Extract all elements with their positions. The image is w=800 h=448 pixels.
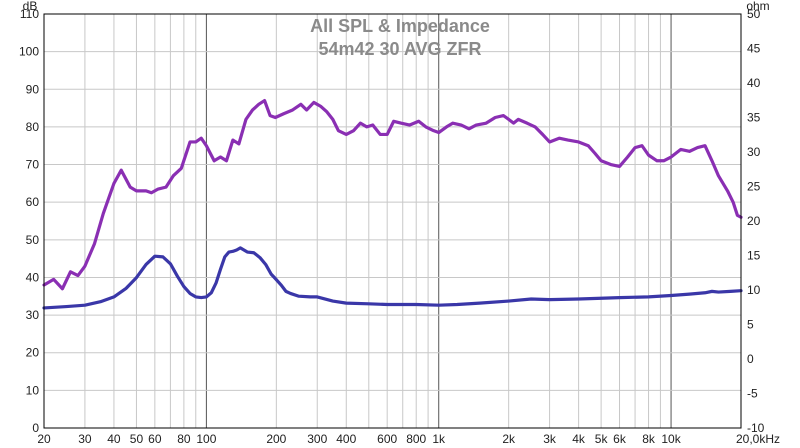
right-tick-label: 50 [747,7,761,21]
left-tick-label: 90 [26,82,40,96]
right-tick-label: 0 [747,352,754,366]
x-tick-label: 400 [336,432,356,446]
x-tick-label: 2k [502,432,516,446]
left-tick-label: 100 [19,45,39,59]
plot-frame [43,13,742,429]
right-axis-unit: ohm [746,0,769,13]
right-tick-label: 5 [747,318,754,332]
left-tick-label: 60 [26,195,40,209]
right-tick-label: -10 [747,421,765,435]
x-tick-label: 20 [37,432,51,446]
x-tick-label: 800 [406,432,426,446]
x-tick-label: 3k [543,432,557,446]
x-tick-label: 40 [107,432,121,446]
right-tick-label: 15 [747,249,761,263]
x-tick-label: 5k [595,432,609,446]
left-tick-label: 0 [32,421,39,435]
left-axis-unit: dB [23,0,38,13]
right-tick-label: 35 [747,111,761,125]
left-tick-label: 80 [26,120,40,134]
x-tick-label: 50 [130,432,144,446]
x-tick-label: 30 [78,432,92,446]
series-group [42,98,743,310]
x-tick-label: 8k [642,432,656,446]
left-tick-label: 20 [26,346,40,360]
chart-subtitle: 54m42 30 AVG ZFR [318,39,481,59]
plot-background [44,14,741,428]
x-tick-label: 100 [196,432,216,446]
tick-labels: 0 10 20 30 40 50 60 70 80 90 100 110 -10 -5 0 5 10 15 20 25… [19,7,780,446]
right-tick-label: 45 [747,42,761,56]
right-tick-label: 20 [747,214,761,228]
right-tick-label: 30 [747,145,761,159]
left-tick-label: 10 [26,383,40,397]
left-tick-label: 30 [26,308,40,322]
x-tick-label: 10k [661,432,681,446]
x-tick-label: 6k [613,432,627,446]
x-tick-label: 1k [432,432,446,446]
x-tick-label: 60 [148,432,162,446]
x-tick-label: 4k [572,432,586,446]
x-tick-label: 200 [266,432,286,446]
x-tick-label: 300 [307,432,327,446]
left-tick-label: 110 [20,7,39,21]
left-tick-label: 70 [26,158,40,172]
spl-series-line [42,98,743,291]
x-tick-label: 600 [377,432,397,446]
chart-title: All SPL & Impedance [310,16,490,36]
right-tick-label: 25 [747,180,761,194]
left-tick-label: 50 [26,233,40,247]
x-tick-label: 20,0kHz [736,432,780,446]
impedance-series-line [42,246,743,310]
right-tick-label: -5 [747,387,758,401]
x-tick-label: 80 [177,432,191,446]
right-tick-label: 10 [747,283,761,297]
right-tick-label: 40 [747,76,761,90]
left-tick-label: 40 [26,270,40,284]
